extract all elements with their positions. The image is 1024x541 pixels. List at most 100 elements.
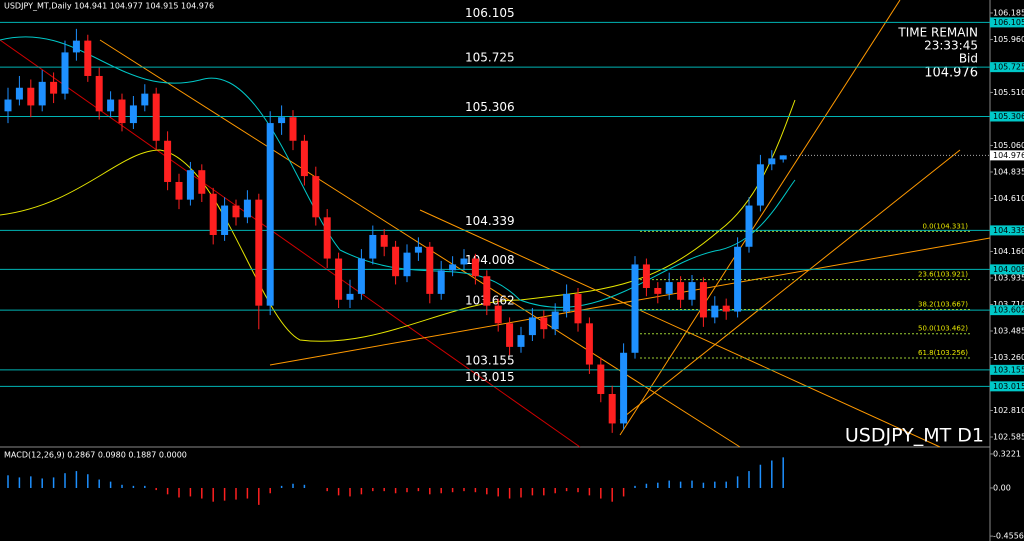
candle-body (665, 282, 673, 294)
axis-label-box (990, 264, 1024, 275)
candle-body (243, 199, 251, 218)
axis-label-box (990, 17, 1024, 28)
candle-body (175, 181, 183, 200)
candle-body (118, 99, 126, 124)
axis-label-box (990, 225, 1024, 236)
candle-body (84, 40, 92, 76)
level-label: 105.306 (465, 100, 515, 114)
candle-body (734, 246, 742, 312)
y-tick-label: 103.260 (993, 353, 1024, 362)
candle-body (50, 81, 58, 94)
trend-line (419, 209, 941, 448)
info-line: Bid (959, 52, 978, 66)
candle-body (483, 276, 491, 306)
candle-body (380, 234, 388, 247)
trend-line (619, 149, 961, 421)
y-tick-label: 105.510 (993, 88, 1024, 97)
trend-line (269, 237, 991, 366)
fib-label: 23.6(103.921) (918, 271, 968, 279)
macd-tick-label: -0.4556 (993, 532, 1024, 541)
candle-body (323, 217, 331, 259)
info-line: 23:33:45 (924, 39, 978, 53)
candle-body (585, 323, 593, 365)
candle-body (198, 170, 206, 194)
candle-body (494, 305, 502, 324)
candle-body (711, 305, 719, 318)
candle-body (551, 311, 559, 330)
macd-tick-label: 0.3221 (993, 449, 1021, 458)
candle-body (642, 264, 650, 288)
candle-body (335, 258, 343, 300)
candle-body (346, 293, 354, 300)
candle-body (129, 105, 137, 124)
candle-body (312, 176, 320, 218)
candle-body (506, 323, 514, 347)
axis-label: 105.306 (993, 112, 1024, 121)
candle-body (437, 270, 445, 294)
macd-label: MACD(12,26,9) 0.2867 0.0980 0.1887 0.000… (4, 451, 187, 460)
candle-body (722, 305, 730, 312)
bid-box (990, 150, 1024, 161)
candle-body (745, 205, 753, 247)
candle-body (517, 335, 525, 347)
candle-body (608, 393, 616, 424)
level-label: 106.105 (465, 6, 515, 20)
trend-line (619, 0, 901, 436)
candle-body (414, 246, 422, 253)
candle-body (369, 234, 377, 259)
info-line: 104.976 (924, 66, 978, 81)
candle-body (4, 99, 12, 112)
macd-tick-label: 0.00 (993, 483, 1011, 492)
candle-body (449, 264, 457, 271)
trend-line (99, 39, 741, 448)
axis-label: 104.008 (993, 265, 1024, 274)
axis-label: 104.339 (993, 226, 1024, 235)
y-tick-label: 106.185 (993, 8, 1024, 17)
candle-body (528, 317, 536, 336)
candle-body (61, 52, 69, 94)
y-tick-label: 103.710 (993, 300, 1024, 309)
axis-label-box (990, 305, 1024, 316)
candle-body (255, 199, 263, 306)
axis-label: 103.602 (993, 306, 1024, 315)
axis-label: 103.015 (993, 382, 1024, 391)
candle-body (471, 258, 479, 277)
candle-body (72, 40, 80, 53)
level-label: 103.015 (465, 370, 515, 384)
info-line: TIME REMAIN (897, 26, 978, 40)
candle-body (540, 317, 548, 330)
candle-body (688, 282, 696, 300)
candle-body (460, 258, 468, 265)
y-tick-label: 105.060 (993, 141, 1024, 150)
y-tick-label: 104.160 (993, 247, 1024, 256)
candle-body (95, 75, 103, 112)
candle-body (186, 170, 194, 200)
candle-body (266, 123, 274, 306)
axis-label-box (990, 364, 1024, 375)
bid-label: 104.976 (993, 151, 1024, 160)
candle-body (300, 140, 308, 177)
y-tick-label: 104.610 (993, 194, 1024, 203)
y-tick-label: 102.810 (993, 406, 1024, 415)
axis-label: 103.155 (993, 365, 1024, 374)
candle-body (631, 264, 639, 353)
candle-body (677, 282, 685, 300)
candle-body (779, 155, 787, 160)
fib-label: 61.8(103.256) (918, 349, 968, 357)
candle-body (756, 164, 764, 206)
candle-body (699, 282, 707, 318)
candle-body (141, 93, 149, 106)
candle-body (597, 364, 605, 394)
y-tick-label: 103.485 (993, 326, 1024, 335)
candle-body (107, 99, 115, 112)
axis-label: 105.725 (993, 63, 1024, 72)
candle-body (654, 287, 662, 294)
candle-body (27, 87, 35, 106)
y-tick-label: 102.585 (993, 432, 1024, 441)
candle-body (164, 140, 172, 182)
level-label: 104.339 (465, 214, 515, 228)
candle-body (152, 93, 160, 141)
